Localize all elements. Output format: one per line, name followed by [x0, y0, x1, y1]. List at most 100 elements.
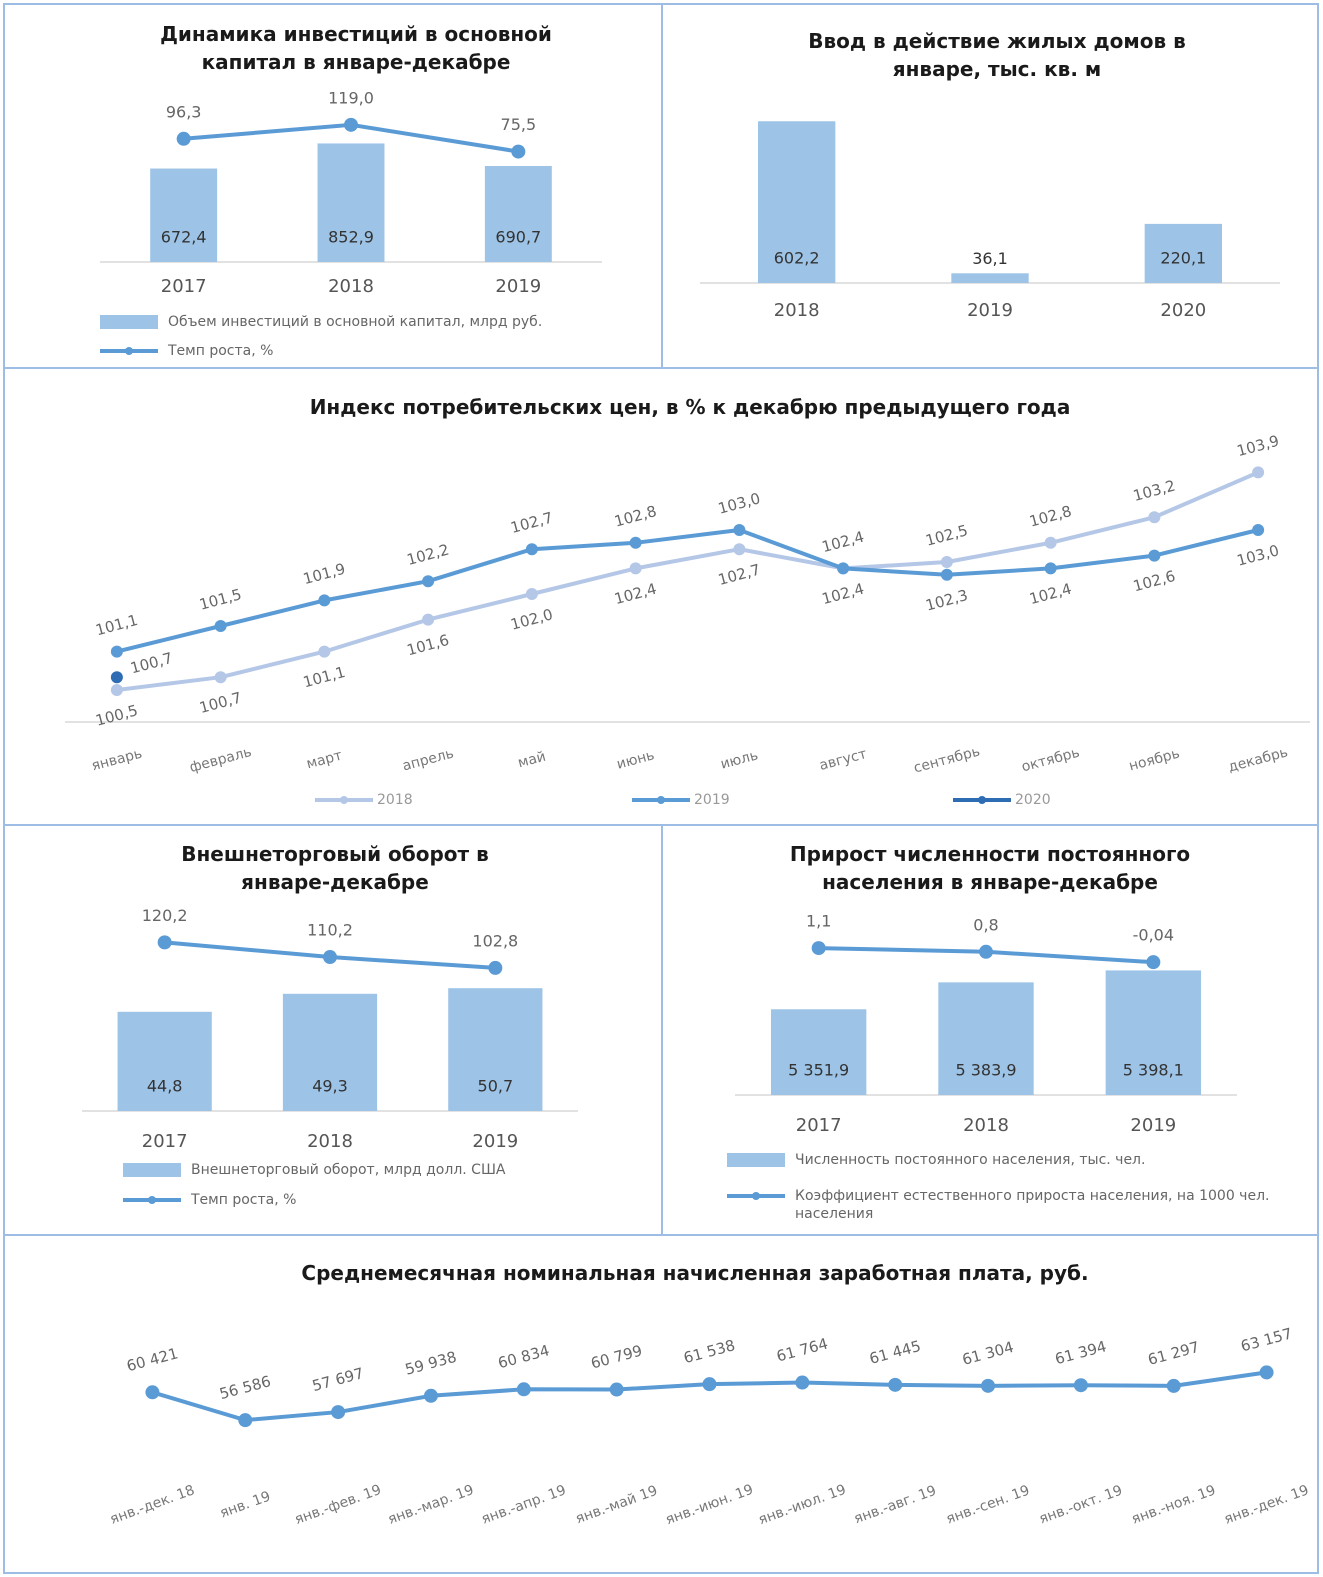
legend-label: 2018 — [377, 792, 413, 808]
x-tick-label: янв.-апр. 19 — [479, 1482, 568, 1527]
x-tick-label: янв.-ноя. 19 — [1130, 1482, 1218, 1527]
line-value-label: 102,7 — [716, 560, 762, 589]
x-tick-label: янв.-дек. 18 — [108, 1482, 197, 1527]
point — [1044, 536, 1057, 549]
line-value-label: 75,5 — [501, 115, 537, 134]
bar-value-label: 50,7 — [478, 1077, 514, 1096]
point — [214, 620, 227, 632]
point — [1252, 466, 1265, 479]
bar — [770, 1009, 867, 1095]
x-tick-label: янв.-сен. 19 — [944, 1483, 1032, 1528]
bar — [1144, 223, 1222, 283]
x-tick-label: янв.-июл. 19 — [756, 1482, 848, 1528]
x-tick-label: 2017 — [796, 1115, 842, 1136]
chart-title: Ввод в действие жилых домов в январе, ты… — [808, 29, 1186, 81]
bar-value-label: 44,8 — [147, 1077, 183, 1096]
x-tick-label: янв.-июн. 19 — [663, 1482, 755, 1529]
legend-swatch — [100, 315, 158, 329]
x-tick-label: ноябрь — [1127, 746, 1181, 775]
line-value-label: 102,0 — [509, 605, 555, 634]
x-tick-label: сентябрь — [912, 743, 982, 776]
line-value-label: 1,1 — [806, 912, 831, 931]
x-tick-label: октябрь — [1020, 745, 1081, 776]
point — [940, 556, 953, 568]
x-tick-label: август — [818, 746, 869, 774]
point — [318, 645, 331, 658]
line-value-label: 102,8 — [1027, 502, 1073, 531]
chart-title: Внешнеторговый оборот в январе-декабре — [181, 842, 489, 894]
panel — [3, 1234, 1319, 1574]
bar — [1105, 970, 1202, 1095]
point — [145, 1385, 160, 1400]
legend-swatch — [657, 796, 665, 804]
x-tick-label: декабрь — [1227, 744, 1290, 775]
bar — [282, 993, 378, 1111]
line-value-label: 101,1 — [301, 663, 347, 692]
x-tick-label: янв.-фев. 19 — [293, 1482, 384, 1528]
point — [702, 1377, 717, 1392]
legend-label: Темп роста, % — [191, 1192, 297, 1208]
legend-swatch — [340, 796, 348, 804]
x-tick-label: 2019 — [495, 276, 541, 297]
x-tick-label: февраль — [188, 744, 253, 776]
bar-value-label: 690,7 — [495, 228, 541, 247]
legend-swatch — [978, 796, 986, 804]
point — [1148, 511, 1161, 524]
legend-label: 2019 — [694, 792, 730, 808]
line-value-label: 103,9 — [1235, 432, 1281, 461]
line-value-label: 61 538 — [682, 1336, 737, 1367]
bar-value-label: 5 398,1 — [1123, 1061, 1184, 1080]
line-value-label: 103,0 — [1235, 541, 1281, 570]
bar-value-label: 5 383,9 — [955, 1061, 1016, 1080]
point — [238, 1413, 253, 1428]
x-tick-label: янв.-авг. 19 — [852, 1483, 939, 1528]
chart-title: Динамика инвестиций в основной капитал в… — [160, 22, 552, 74]
legend-label: Коэффициент естественного прироста насел… — [795, 1188, 1270, 1222]
line-value-label: 0,8 — [973, 915, 998, 934]
line-value-label: 103,0 — [716, 489, 762, 518]
point — [525, 543, 538, 556]
point — [888, 1377, 903, 1392]
legend-label: Темп роста, % — [168, 343, 274, 359]
point — [323, 950, 337, 965]
legend-swatch — [123, 1163, 181, 1177]
line-value-label: 102,4 — [1027, 580, 1073, 609]
line-value-label: 60 799 — [589, 1342, 644, 1373]
line-value-label: 110,2 — [307, 921, 353, 940]
point — [837, 562, 850, 575]
point — [110, 671, 123, 684]
point — [795, 1375, 810, 1390]
line-value-label: 101,6 — [405, 631, 451, 660]
point — [318, 594, 331, 607]
x-tick-label: янв.-май 19 — [574, 1483, 660, 1527]
point — [423, 1388, 438, 1403]
line-value-label: 101,1 — [94, 611, 140, 640]
line — [116, 470, 1259, 692]
bar — [317, 143, 385, 262]
legend-swatch — [727, 1153, 785, 1167]
point — [511, 144, 526, 159]
x-tick-label: 2017 — [142, 1131, 188, 1152]
legend-label: Численность постоянного населения, тыс. … — [795, 1152, 1146, 1168]
point — [110, 645, 123, 658]
point — [1166, 1378, 1181, 1393]
x-tick-label: 2017 — [161, 276, 207, 297]
point — [422, 575, 435, 588]
bar — [448, 988, 543, 1111]
line — [116, 528, 1259, 654]
line-value-label: 102,7 — [509, 508, 555, 537]
bar-value-label: 602,2 — [774, 249, 820, 268]
legend-swatch — [752, 1192, 760, 1200]
line-value-label: 102,8 — [612, 502, 658, 531]
point — [629, 536, 642, 549]
point — [344, 117, 358, 132]
chart-title: Прирост численности постоянного населени… — [789, 842, 1191, 894]
point — [422, 613, 435, 626]
legend-label: Внешнеторговый оборот, млрд долл. США — [191, 1162, 506, 1178]
legend-swatch — [148, 1196, 156, 1204]
x-tick-label: 2018 — [307, 1131, 353, 1152]
x-tick-label: 2019 — [967, 300, 1013, 321]
line-value-label: 102,2 — [405, 540, 451, 569]
